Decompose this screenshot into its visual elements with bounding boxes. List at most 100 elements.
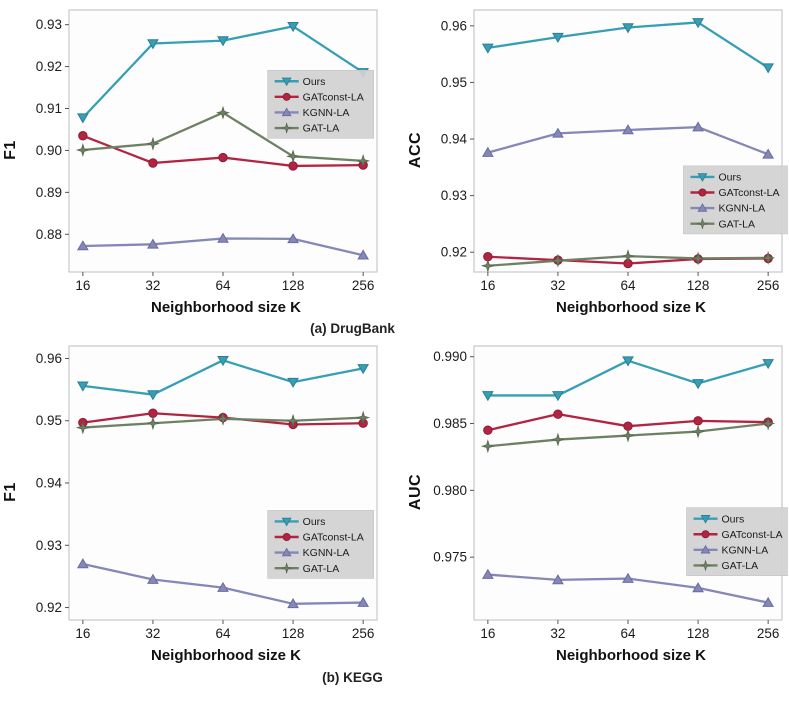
marker-circle [148,158,158,168]
y-axis: 0.88 0.89 0.90 0.91 0.92 0.93 [36,17,69,242]
marker-triangle-down [76,381,89,392]
marker-circle [698,188,707,197]
series-Ours [481,18,775,74]
series-KGNN-LA [76,232,370,260]
y-tick-label: 0.96 [441,18,467,33]
marker-triangle-up [287,233,299,244]
x-tick-label: 128 [282,278,305,293]
series-Ours [76,356,370,401]
x-tick-label: 256 [352,626,375,641]
marker-circle [553,409,563,419]
plot-kegg-auc: 0.975 0.980 0.985 0.990 16 32 64 128 256 Ours GATc… [433,345,788,641]
marker-star [691,251,706,266]
marker-star [286,413,301,428]
legend-label: Ours [303,516,326,528]
y-tick-label: 0.990 [433,349,467,364]
x-axis: 16 32 64 128 256 [480,272,779,293]
marker-triangle-up [762,596,775,607]
marker-triangle-up [622,124,634,135]
marker-star [621,428,635,443]
caption-drugbank: (a) DrugBank [310,321,395,336]
marker-star [280,122,293,134]
marker-triangle-up [76,240,89,251]
marker-circle [282,92,291,101]
marker-star [75,420,90,435]
legend-label: KGNN-LA [303,547,350,559]
marker-triangle-up [357,249,370,260]
row-kegg: F1 0.92 0.93 0.94 0.95 0.96 16 32 64 128 256 Ours G… [0,338,789,668]
legend-label: KGNN-LA [718,203,765,215]
marker-star [216,411,230,426]
legend-label: GATconst-LA [718,187,779,199]
y-tick-label: 0.95 [36,413,62,428]
y-tick-label: 0.93 [36,538,62,553]
y-tick-label: 0.94 [441,132,468,147]
x-tick-label: 32 [550,626,565,641]
plot-col: 0.975 0.980 0.985 0.990 16 32 64 128 256 Ours GATc… [426,338,788,668]
y-axis: 0.92 0.93 0.94 0.95 0.96 [441,18,474,260]
plot-col: 0.92 0.93 0.94 0.95 0.96 16 32 64 128 256 Ours GATc… [21,338,383,668]
marker-star [550,253,565,268]
marker-triangle-down [287,22,299,33]
y-tick-label: 0.94 [36,476,63,491]
x-tick-label: 64 [215,278,231,293]
y-tick-label: 0.90 [36,143,62,158]
legend-label: Ours [722,513,745,525]
marker-star [286,149,301,164]
series-Ours [481,356,775,402]
x-tick-label: 256 [757,278,780,293]
row-drugbank: F1 0.88 0.89 0.90 0.91 0.92 0.93 16 32 64 128 256 O… [0,2,789,320]
legend-label: GATconst-LA [303,91,364,103]
plot-col: 0.92 0.93 0.94 0.95 0.96 16 32 64 128 256 Ours GATc… [426,2,788,320]
x-tick-label: 16 [480,278,495,293]
y-tick-label: 0.96 [36,351,62,366]
legend-label: Ours [718,171,741,183]
x-tick-label: 32 [145,626,160,641]
y-tick-label: 0.93 [36,17,62,32]
legend-label: GATconst-LA [303,532,364,544]
y-axis: 0.975 0.980 0.985 0.990 [433,349,474,565]
x-tick-label: 64 [620,278,636,293]
plot-drugbank-acc: 0.92 0.93 0.94 0.95 0.96 16 32 64 128 256 Ours GATc… [441,9,788,293]
marker-circle [148,408,158,418]
legend-label: GAT-LA [718,218,755,230]
marker-star [480,439,495,454]
x-tick-label: 128 [282,626,305,641]
x-axis: 16 32 64 128 256 [75,272,374,293]
marker-triangle-down [700,515,711,524]
marker-triangle-up [481,568,494,579]
marker-triangle-up [622,572,634,583]
marker-triangle-up [357,596,370,607]
marker-triangle-down [692,18,704,29]
legend-label: GAT-LA [303,563,340,575]
marker-star [761,416,776,431]
marker-triangle-down [281,517,292,527]
marker-star [761,250,776,265]
marker-triangle-up [217,581,229,592]
x-tick-label: 256 [352,278,375,293]
marker-triangle-down [217,36,229,47]
marker-triangle-down [217,356,229,367]
y-tick-label: 0.89 [36,185,62,200]
marker-triangle-down [481,391,494,402]
x-tick-label: 16 [75,626,90,641]
plot-drugbank-f1: 0.88 0.89 0.90 0.91 0.92 0.93 16 32 64 128 256 Ours… [36,9,378,293]
x-tick-label: 32 [145,278,160,293]
x-axis-label: Neighborhood size K [151,647,301,664]
y-tick-label: 0.93 [441,188,467,203]
legend-label: Ours [303,76,326,88]
y-axis-label: F1 [1,140,19,160]
series-KGNN-LA [481,568,775,607]
series-GAT-LA [480,249,776,273]
y-axis-label-col: F1 [1,338,21,646]
marker-star [699,559,712,572]
series-GAT-LA [480,416,776,454]
marker-star [621,249,635,264]
marker-triangle-up [552,127,564,138]
chart-kegg-auc: AUC 0.975 0.980 0.985 0.990 16 32 64 128 256 Ours… [406,338,788,668]
y-tick-label: 0.92 [36,59,62,74]
y-tick-label: 0.92 [441,245,467,260]
legend-label: KGNN-LA [303,107,350,119]
series-KGNN-LA [481,121,775,159]
